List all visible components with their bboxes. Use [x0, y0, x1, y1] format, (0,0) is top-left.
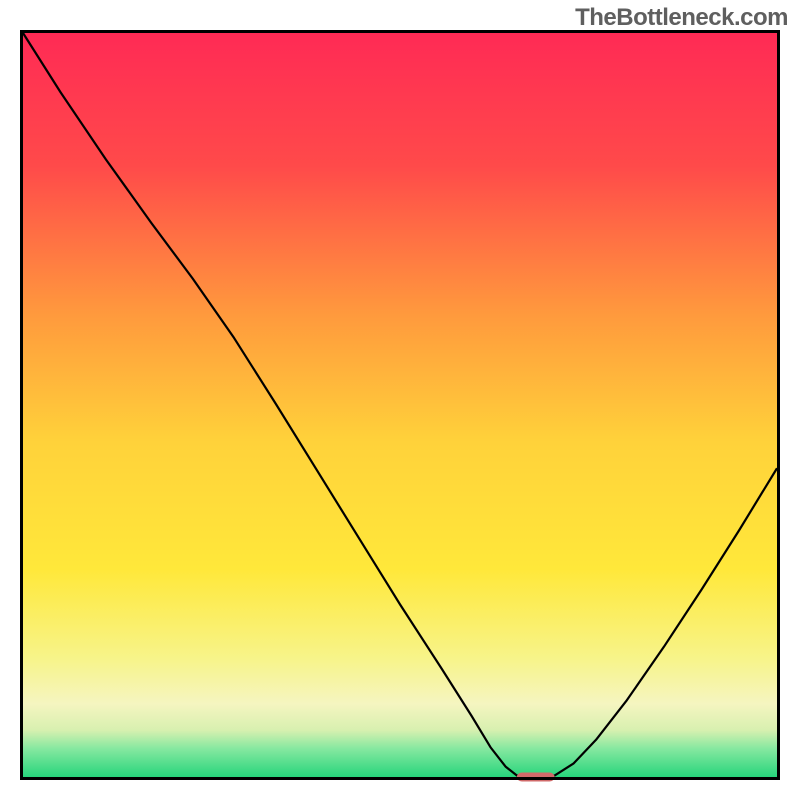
plot-background: [22, 32, 779, 779]
bottleneck-chart: [0, 0, 800, 800]
watermark-text: TheBottleneck.com: [575, 4, 788, 32]
chart-container: TheBottleneck.com: [0, 0, 800, 800]
